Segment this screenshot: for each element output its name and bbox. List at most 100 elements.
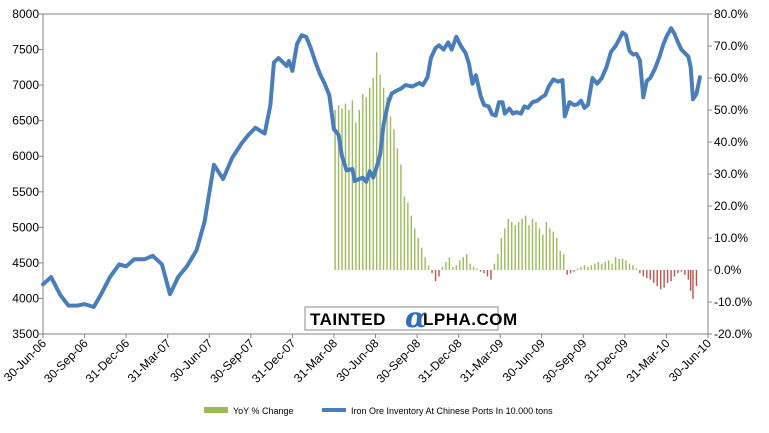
yoy-bar xyxy=(469,263,471,270)
yoy-bar xyxy=(524,215,527,270)
yoy-bar xyxy=(670,270,672,282)
watermark-prefix: TAINTED xyxy=(310,310,386,329)
yoy-bar xyxy=(604,262,606,270)
yoy-bar xyxy=(573,270,575,272)
inventory-line-layer xyxy=(41,26,702,309)
y-left-tick-label: 6500 xyxy=(12,114,39,128)
yoy-bar xyxy=(587,266,589,270)
yoy-bar xyxy=(653,270,655,283)
y-right-tick-label: 50.0% xyxy=(714,103,748,117)
y-axis-left: 3500 4000 4500 5000 5500 6000 6500 7000 7500 8000 xyxy=(12,7,43,341)
y-right-tick-label: 0.0% xyxy=(714,263,742,277)
yoy-bar xyxy=(514,225,516,270)
yoy-bar xyxy=(441,266,444,270)
watermark-suffix: LPHA.COM xyxy=(423,310,518,329)
inventory-line xyxy=(41,26,702,309)
yoy-bar xyxy=(608,260,610,270)
yoy-bar xyxy=(420,247,423,270)
yoy-bar xyxy=(559,250,561,270)
yoy-bar xyxy=(580,266,582,270)
yoy-bar xyxy=(684,270,686,275)
yoy-bar xyxy=(341,108,343,271)
yoy-bar xyxy=(348,110,350,270)
y-right-tick-label: -10.0% xyxy=(714,295,752,309)
yoy-bar xyxy=(542,234,544,270)
legend: YoY % Change Iron Ore Inventory At Chine… xyxy=(204,406,553,416)
y-axis-right: -20.0% -10.0% 0.0% 10.0% 20.0% 30.0% 40.0% 50.0… xyxy=(708,7,752,341)
yoy-bar xyxy=(427,265,430,270)
yoy-bar xyxy=(677,270,679,274)
yoy-bar xyxy=(545,222,548,270)
yoy-bar xyxy=(695,270,698,286)
yoy-bar xyxy=(414,228,416,270)
y-right-tick-label: 60.0% xyxy=(714,71,748,85)
yoy-bar xyxy=(535,222,537,270)
y-left-tick-label: 7000 xyxy=(12,78,39,92)
yoy-bar xyxy=(410,215,412,270)
y-left-tick-label: 4500 xyxy=(12,256,39,270)
yoy-bar xyxy=(369,87,371,270)
watermark-box xyxy=(304,306,499,331)
yoy-bar xyxy=(334,110,336,270)
yoy-bar xyxy=(601,263,603,270)
yoy-bar xyxy=(528,225,530,270)
yoy-bar xyxy=(562,254,565,270)
yoy-bars xyxy=(334,52,698,299)
yoy-bar xyxy=(639,270,641,274)
yoy-bar xyxy=(692,270,694,299)
y-left-tick-label: 6000 xyxy=(12,149,39,163)
yoy-bar xyxy=(504,228,506,270)
watermark: TAINTED α LPHA.COM xyxy=(304,301,518,334)
yoy-bar xyxy=(635,268,638,270)
yoy-bar xyxy=(618,258,620,270)
yoy-bar xyxy=(583,265,586,270)
y-left-tick-label: 3500 xyxy=(12,327,39,341)
yoy-bar xyxy=(493,263,496,270)
yoy-bar xyxy=(680,270,683,272)
yoy-bar xyxy=(538,228,541,270)
yoy-bar xyxy=(687,270,690,280)
yoy-bar xyxy=(344,103,347,270)
yoy-bar xyxy=(476,268,478,270)
yoy-bar xyxy=(649,270,651,280)
yoy-bar xyxy=(434,270,437,282)
yoy-bar xyxy=(389,116,392,271)
yoy-bar xyxy=(569,270,572,274)
yoy-bar xyxy=(417,238,419,270)
yoy-bar xyxy=(466,254,468,270)
yoy-bar xyxy=(625,260,627,270)
yoy-bar xyxy=(632,265,634,270)
yoy-bar xyxy=(407,202,409,270)
yoy-bar xyxy=(400,164,402,270)
yoy-bar xyxy=(500,238,503,270)
y-right-tick-label: 20.0% xyxy=(714,199,748,213)
yoy-bar xyxy=(656,270,658,286)
yoy-bar xyxy=(358,110,361,270)
yoy-bar xyxy=(438,270,440,277)
watermark-alpha: α xyxy=(405,301,427,334)
yoy-bar xyxy=(448,257,451,270)
yoy-bar xyxy=(486,270,489,277)
legend-label-yoy: YoY % Change xyxy=(233,406,294,416)
yoy-bar xyxy=(614,257,617,270)
yoy-bar xyxy=(611,263,613,270)
yoy-bar xyxy=(490,270,492,280)
yoy-bar xyxy=(507,218,509,270)
y-left-tick-label: 4000 xyxy=(12,291,39,305)
yoy-bar xyxy=(355,122,357,270)
y-left-tick-label: 5500 xyxy=(12,185,39,199)
yoy-bar xyxy=(556,238,558,270)
y-right-tick-label: -20.0% xyxy=(714,327,752,341)
legend-swatch-yoy xyxy=(204,407,228,413)
yoy-bar xyxy=(431,270,433,274)
legend-label-inventory: Iron Ore Inventory At Chinese Ports In 1… xyxy=(351,406,553,416)
yoy-bar xyxy=(362,94,364,270)
yoy-bar xyxy=(396,148,399,270)
yoy-bar xyxy=(659,270,662,290)
y-left-tick-label: 7500 xyxy=(12,43,39,57)
yoy-bar xyxy=(663,270,665,288)
yoy-bar xyxy=(673,270,676,277)
yoy-bar xyxy=(517,222,520,270)
yoy-bar xyxy=(549,228,551,270)
